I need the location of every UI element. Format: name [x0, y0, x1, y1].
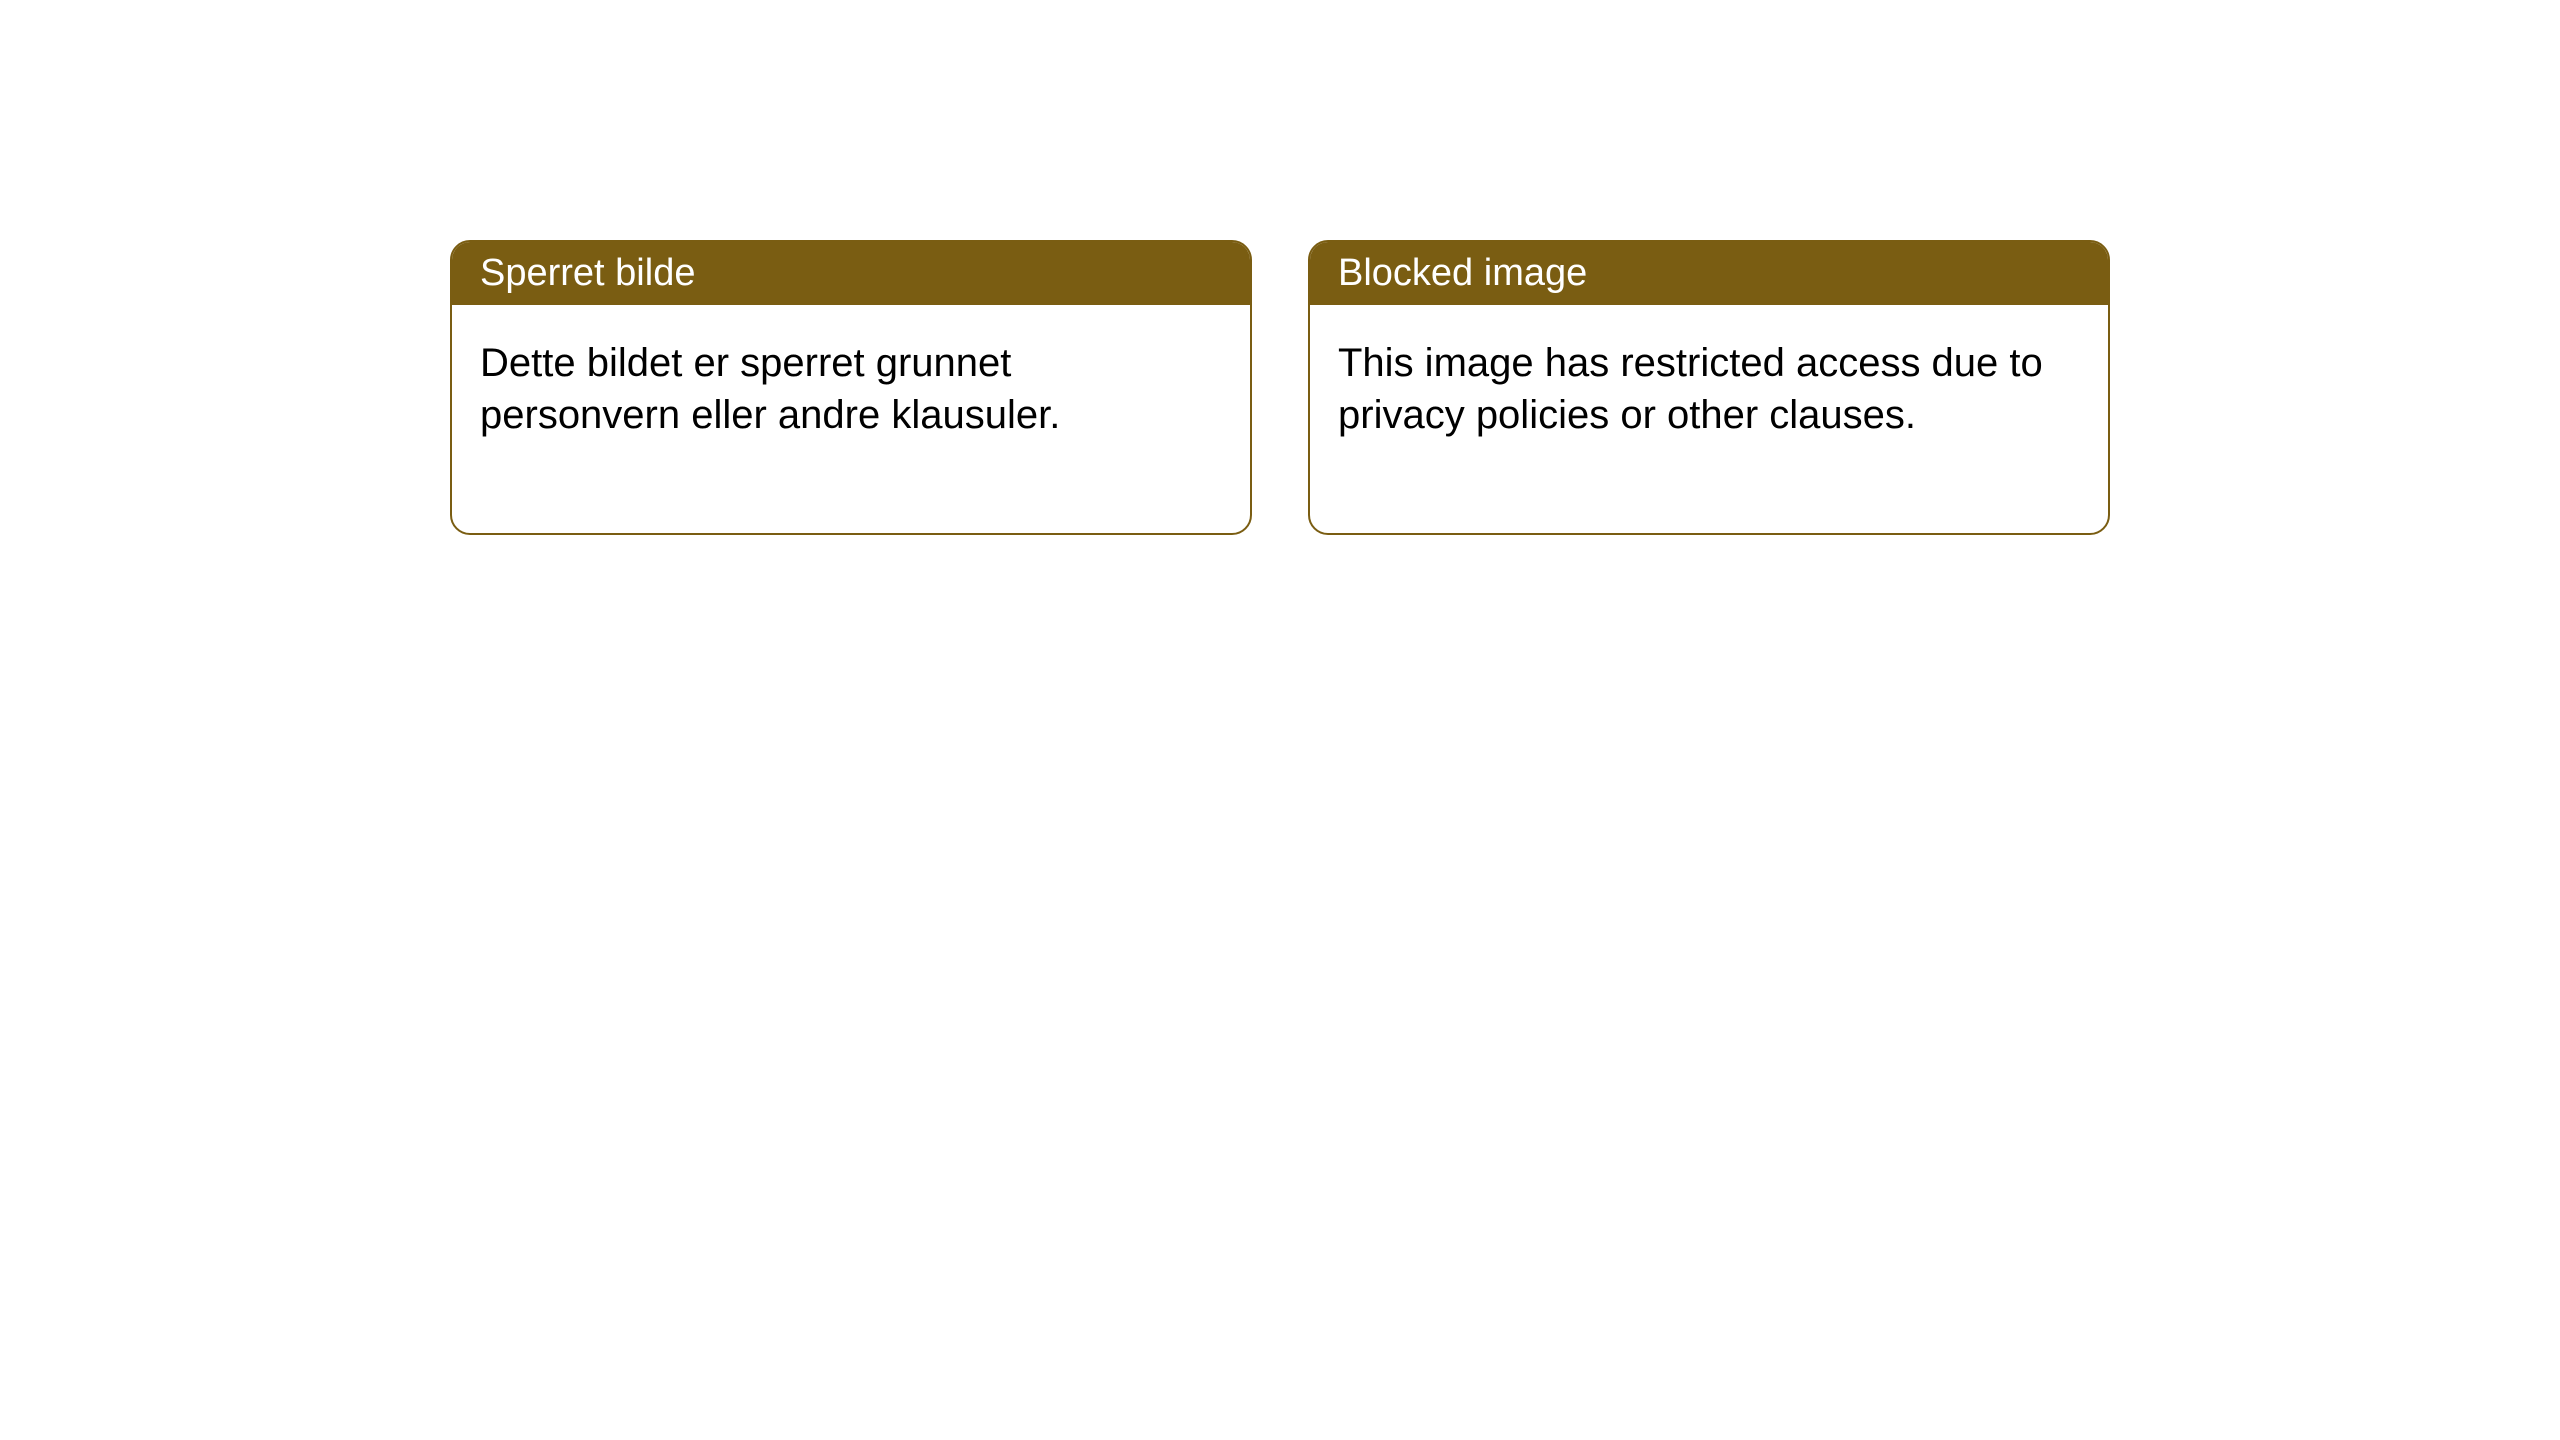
- notice-card-norwegian: Sperret bilde Dette bildet er sperret gr…: [450, 240, 1252, 535]
- notice-body: Dette bildet er sperret grunnet personve…: [452, 305, 1250, 533]
- notice-header: Sperret bilde: [452, 242, 1250, 305]
- notice-card-english: Blocked image This image has restricted …: [1308, 240, 2110, 535]
- notice-body-text: Dette bildet er sperret grunnet personve…: [480, 341, 1060, 437]
- notice-header: Blocked image: [1310, 242, 2108, 305]
- notice-title: Sperret bilde: [480, 252, 695, 294]
- notice-container: Sperret bilde Dette bildet er sperret gr…: [450, 240, 2110, 535]
- notice-body-text: This image has restricted access due to …: [1338, 341, 2043, 437]
- notice-title: Blocked image: [1338, 252, 1587, 294]
- notice-body: This image has restricted access due to …: [1310, 305, 2108, 533]
